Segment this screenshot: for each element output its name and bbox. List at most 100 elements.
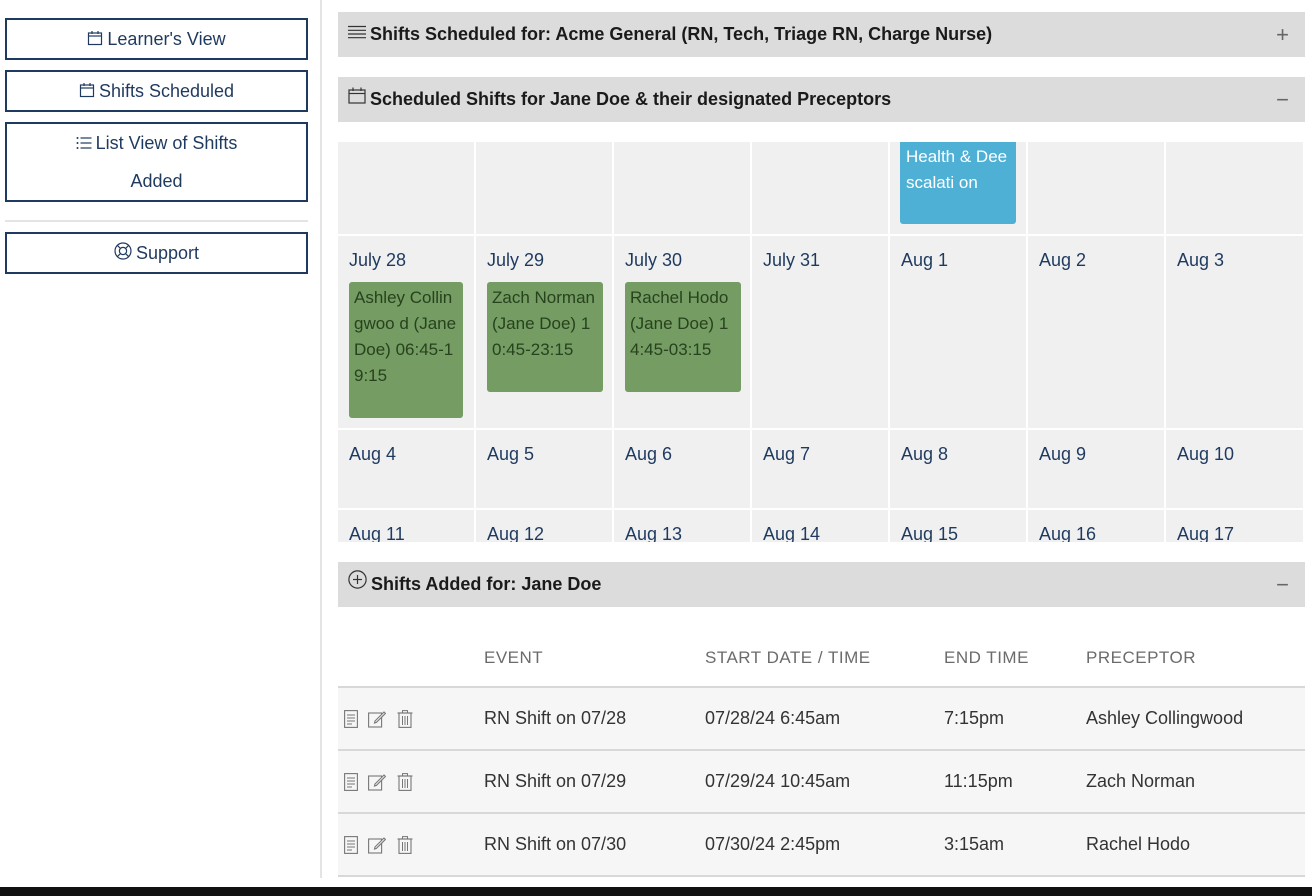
list-view-label-2: Added	[130, 171, 183, 191]
edit-icon[interactable]	[368, 836, 387, 859]
cell-event: RN Shift on 07/28	[484, 708, 627, 728]
trash-icon[interactable]	[397, 836, 413, 859]
document-icon[interactable]	[344, 773, 358, 796]
site-shifts-panel-title: Shifts Scheduled for: Acme General (RN, …	[370, 24, 993, 44]
expand-icon[interactable]: +	[1276, 22, 1289, 47]
day-label: Aug 13	[625, 524, 683, 542]
column-header-end[interactable]: END TIME	[944, 648, 1029, 667]
calendar-day-cell[interactable]: Aug 5	[476, 430, 614, 510]
day-label: Aug 10	[1177, 444, 1235, 464]
calendar-event[interactable]: Ashley Collingwoo d (Jane Doe) 06:45-19:…	[349, 282, 463, 418]
day-label: July 31	[763, 250, 821, 270]
day-label: July 28	[349, 250, 407, 270]
cell-end: 3:15am	[944, 834, 1005, 854]
calendar-day-cell[interactable]: Aug 8	[890, 430, 1028, 510]
cell-end: 7:15pm	[944, 708, 1005, 728]
menu-icon	[348, 11, 366, 56]
calendar-day-cell[interactable]: July 31	[752, 236, 890, 430]
edit-icon[interactable]	[368, 773, 387, 796]
calendar-day-cell[interactable]: July 29 Zach Norman (Jane Doe) 10:45-23:…	[476, 236, 614, 430]
calendar-day-cell[interactable]: Aug 14	[752, 510, 890, 542]
column-header-preceptor[interactable]: PRECEPTOR	[1086, 648, 1196, 667]
table-header: EVENT START DATE / TIME END TIME PRECEPT…	[338, 628, 1305, 688]
calendar-day-cell[interactable]: Aug 12	[476, 510, 614, 542]
table-row: RN Shift on 07/30 07/30/24 2:45pm 3:15am…	[338, 814, 1305, 877]
day-label: Aug 9	[1039, 444, 1087, 464]
day-label: Aug 14	[763, 524, 821, 542]
lifebuoy-icon	[114, 235, 132, 273]
calendar-day-cell[interactable]: Aug 17	[1166, 510, 1305, 542]
shift-calendar[interactable]: Health & Deescalati on July 28 Ashley Co…	[338, 142, 1305, 542]
calendar-day-cell[interactable]: Aug 6	[614, 430, 752, 510]
list-view-button[interactable]: List View of Shifts Added	[5, 122, 308, 202]
calendar-event[interactable]: Health & Deescalati on	[900, 142, 1016, 224]
calendar-day-cell[interactable]	[1028, 142, 1166, 236]
trash-icon[interactable]	[397, 773, 413, 796]
calendar-icon	[87, 21, 103, 59]
site-shifts-panel-header[interactable]: Shifts Scheduled for: Acme General (RN, …	[338, 12, 1305, 57]
trash-icon[interactable]	[397, 710, 413, 733]
table-row: RN Shift on 07/28 07/28/24 6:45am 7:15pm…	[338, 688, 1305, 751]
list-view-label: List View of Shifts	[95, 133, 238, 153]
calendar-week-partial: Health & Deescalati on	[338, 142, 1305, 236]
row-actions	[344, 836, 419, 859]
learners-view-label: Learner's View	[107, 29, 226, 49]
day-label: Aug 6	[625, 444, 673, 464]
column-header-start[interactable]: START DATE / TIME	[705, 648, 871, 667]
list-icon	[76, 125, 92, 163]
calendar-day-cell[interactable]: Aug 3	[1166, 236, 1305, 430]
calendar-event[interactable]: Rachel Hodo (Jane Doe) 14:45-03:15	[625, 282, 741, 392]
calendar-day-cell[interactable]: Aug 9	[1028, 430, 1166, 510]
cell-preceptor: Ashley Collingwood	[1086, 708, 1244, 728]
day-label: Aug 15	[901, 524, 959, 542]
day-label: Aug 16	[1039, 524, 1097, 542]
sidebar-divider	[5, 220, 308, 222]
day-label: Aug 11	[349, 524, 405, 542]
edit-icon[interactable]	[368, 710, 387, 733]
sidebar: Learner's View Shifts Scheduled List Vie…	[0, 0, 322, 878]
calendar-day-cell[interactable]: Aug 4	[338, 430, 476, 510]
day-label: Aug 8	[901, 444, 949, 464]
learners-view-button[interactable]: Learner's View	[5, 18, 308, 60]
day-label: Aug 4	[349, 444, 397, 464]
cell-start: 07/28/24 6:45am	[705, 708, 841, 728]
plus-circle-icon	[348, 561, 367, 606]
collapse-icon[interactable]: −	[1276, 572, 1289, 597]
shifts-table: EVENT START DATE / TIME END TIME PRECEPT…	[338, 628, 1305, 877]
support-button[interactable]: Support	[5, 232, 308, 274]
cell-event: RN Shift on 07/30	[484, 834, 627, 854]
column-header-event[interactable]: EVENT	[484, 648, 544, 667]
day-label: Aug 7	[763, 444, 811, 464]
calendar-day-cell[interactable]: Aug 1	[890, 236, 1028, 430]
calendar-day-cell[interactable]	[338, 142, 476, 236]
calendar-icon	[79, 73, 95, 111]
calendar-day-cell[interactable]	[752, 142, 890, 236]
added-shifts-panel-header[interactable]: Shifts Added for: Jane Doe −	[338, 562, 1305, 607]
cell-start: 07/29/24 10:45am	[705, 771, 851, 791]
table-row: RN Shift on 07/29 07/29/24 10:45am 11:15…	[338, 751, 1305, 814]
calendar-day-cell[interactable]: Aug 10	[1166, 430, 1305, 510]
calendar-day-cell[interactable]: Aug 7	[752, 430, 890, 510]
calendar-day-cell[interactable]	[1166, 142, 1305, 236]
calendar-day-cell[interactable]: July 28 Ashley Collingwoo d (Jane Doe) 0…	[338, 236, 476, 430]
document-icon[interactable]	[344, 710, 358, 733]
calendar-day-cell[interactable]	[614, 142, 752, 236]
cell-start: 07/30/24 2:45pm	[705, 834, 841, 854]
day-label: July 29	[487, 250, 545, 270]
calendar-day-cell[interactable]: Aug 13	[614, 510, 752, 542]
calendar-week: Aug 11 Aug 12 Aug 13 Aug 14 Aug 15 Aug 1…	[338, 510, 1305, 542]
document-icon[interactable]	[344, 836, 358, 859]
learner-shifts-panel-header[interactable]: Scheduled Shifts for Jane Doe & their de…	[338, 77, 1305, 122]
day-label: Aug 3	[1177, 250, 1225, 270]
calendar-event[interactable]: Zach Norman (Jane Doe) 10:45-23:15	[487, 282, 603, 392]
calendar-day-cell[interactable]: Aug 11	[338, 510, 476, 542]
shifts-scheduled-button[interactable]: Shifts Scheduled	[5, 70, 308, 112]
calendar-day-cell[interactable]: Health & Deescalati on	[890, 142, 1028, 236]
calendar-day-cell[interactable]	[476, 142, 614, 236]
calendar-day-cell[interactable]: Aug 16	[1028, 510, 1166, 542]
collapse-icon[interactable]: −	[1276, 87, 1289, 112]
calendar-day-cell[interactable]: Aug 2	[1028, 236, 1166, 430]
added-shifts-panel-title: Shifts Added for: Jane Doe	[371, 574, 602, 594]
calendar-day-cell[interactable]: July 30 Rachel Hodo (Jane Doe) 14:45-03:…	[614, 236, 752, 430]
calendar-day-cell[interactable]: Aug 15	[890, 510, 1028, 542]
